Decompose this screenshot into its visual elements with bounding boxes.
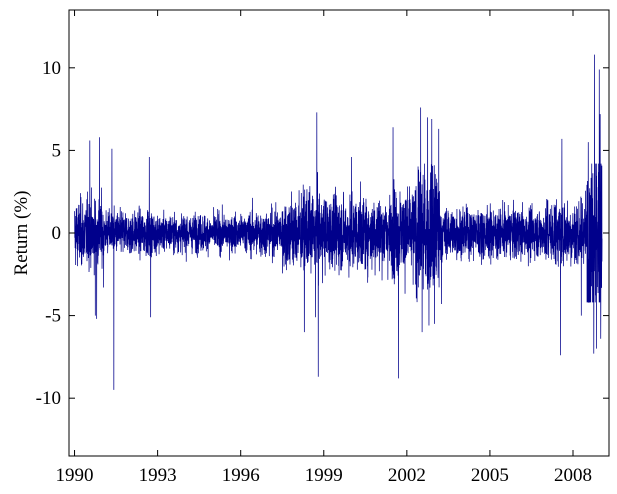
x-tick-label: 2008 (554, 465, 592, 486)
series-layer (74, 54, 603, 390)
x-tick-label: 1993 (139, 465, 177, 486)
axes-layer: 10 5 0 -5 -10 1990 1993 1996 1999 2002 2005 2008 (36, 9, 610, 486)
y-axis-label: Return (%) (11, 191, 32, 276)
x-tick-label: 1999 (305, 465, 343, 486)
y-tick-label: 5 (52, 140, 62, 161)
y-tick-label: 0 (52, 223, 62, 244)
x-tick-label: 2005 (471, 465, 509, 486)
x-tick-label: 2002 (388, 465, 426, 486)
x-tick-label: 1996 (222, 465, 260, 486)
y-tick-label: -10 (36, 388, 61, 409)
x-tick-label: 1990 (56, 465, 94, 486)
y-tick-label: -5 (45, 306, 61, 327)
series-line-return (74, 54, 603, 390)
y-tick-label: 10 (42, 58, 61, 79)
